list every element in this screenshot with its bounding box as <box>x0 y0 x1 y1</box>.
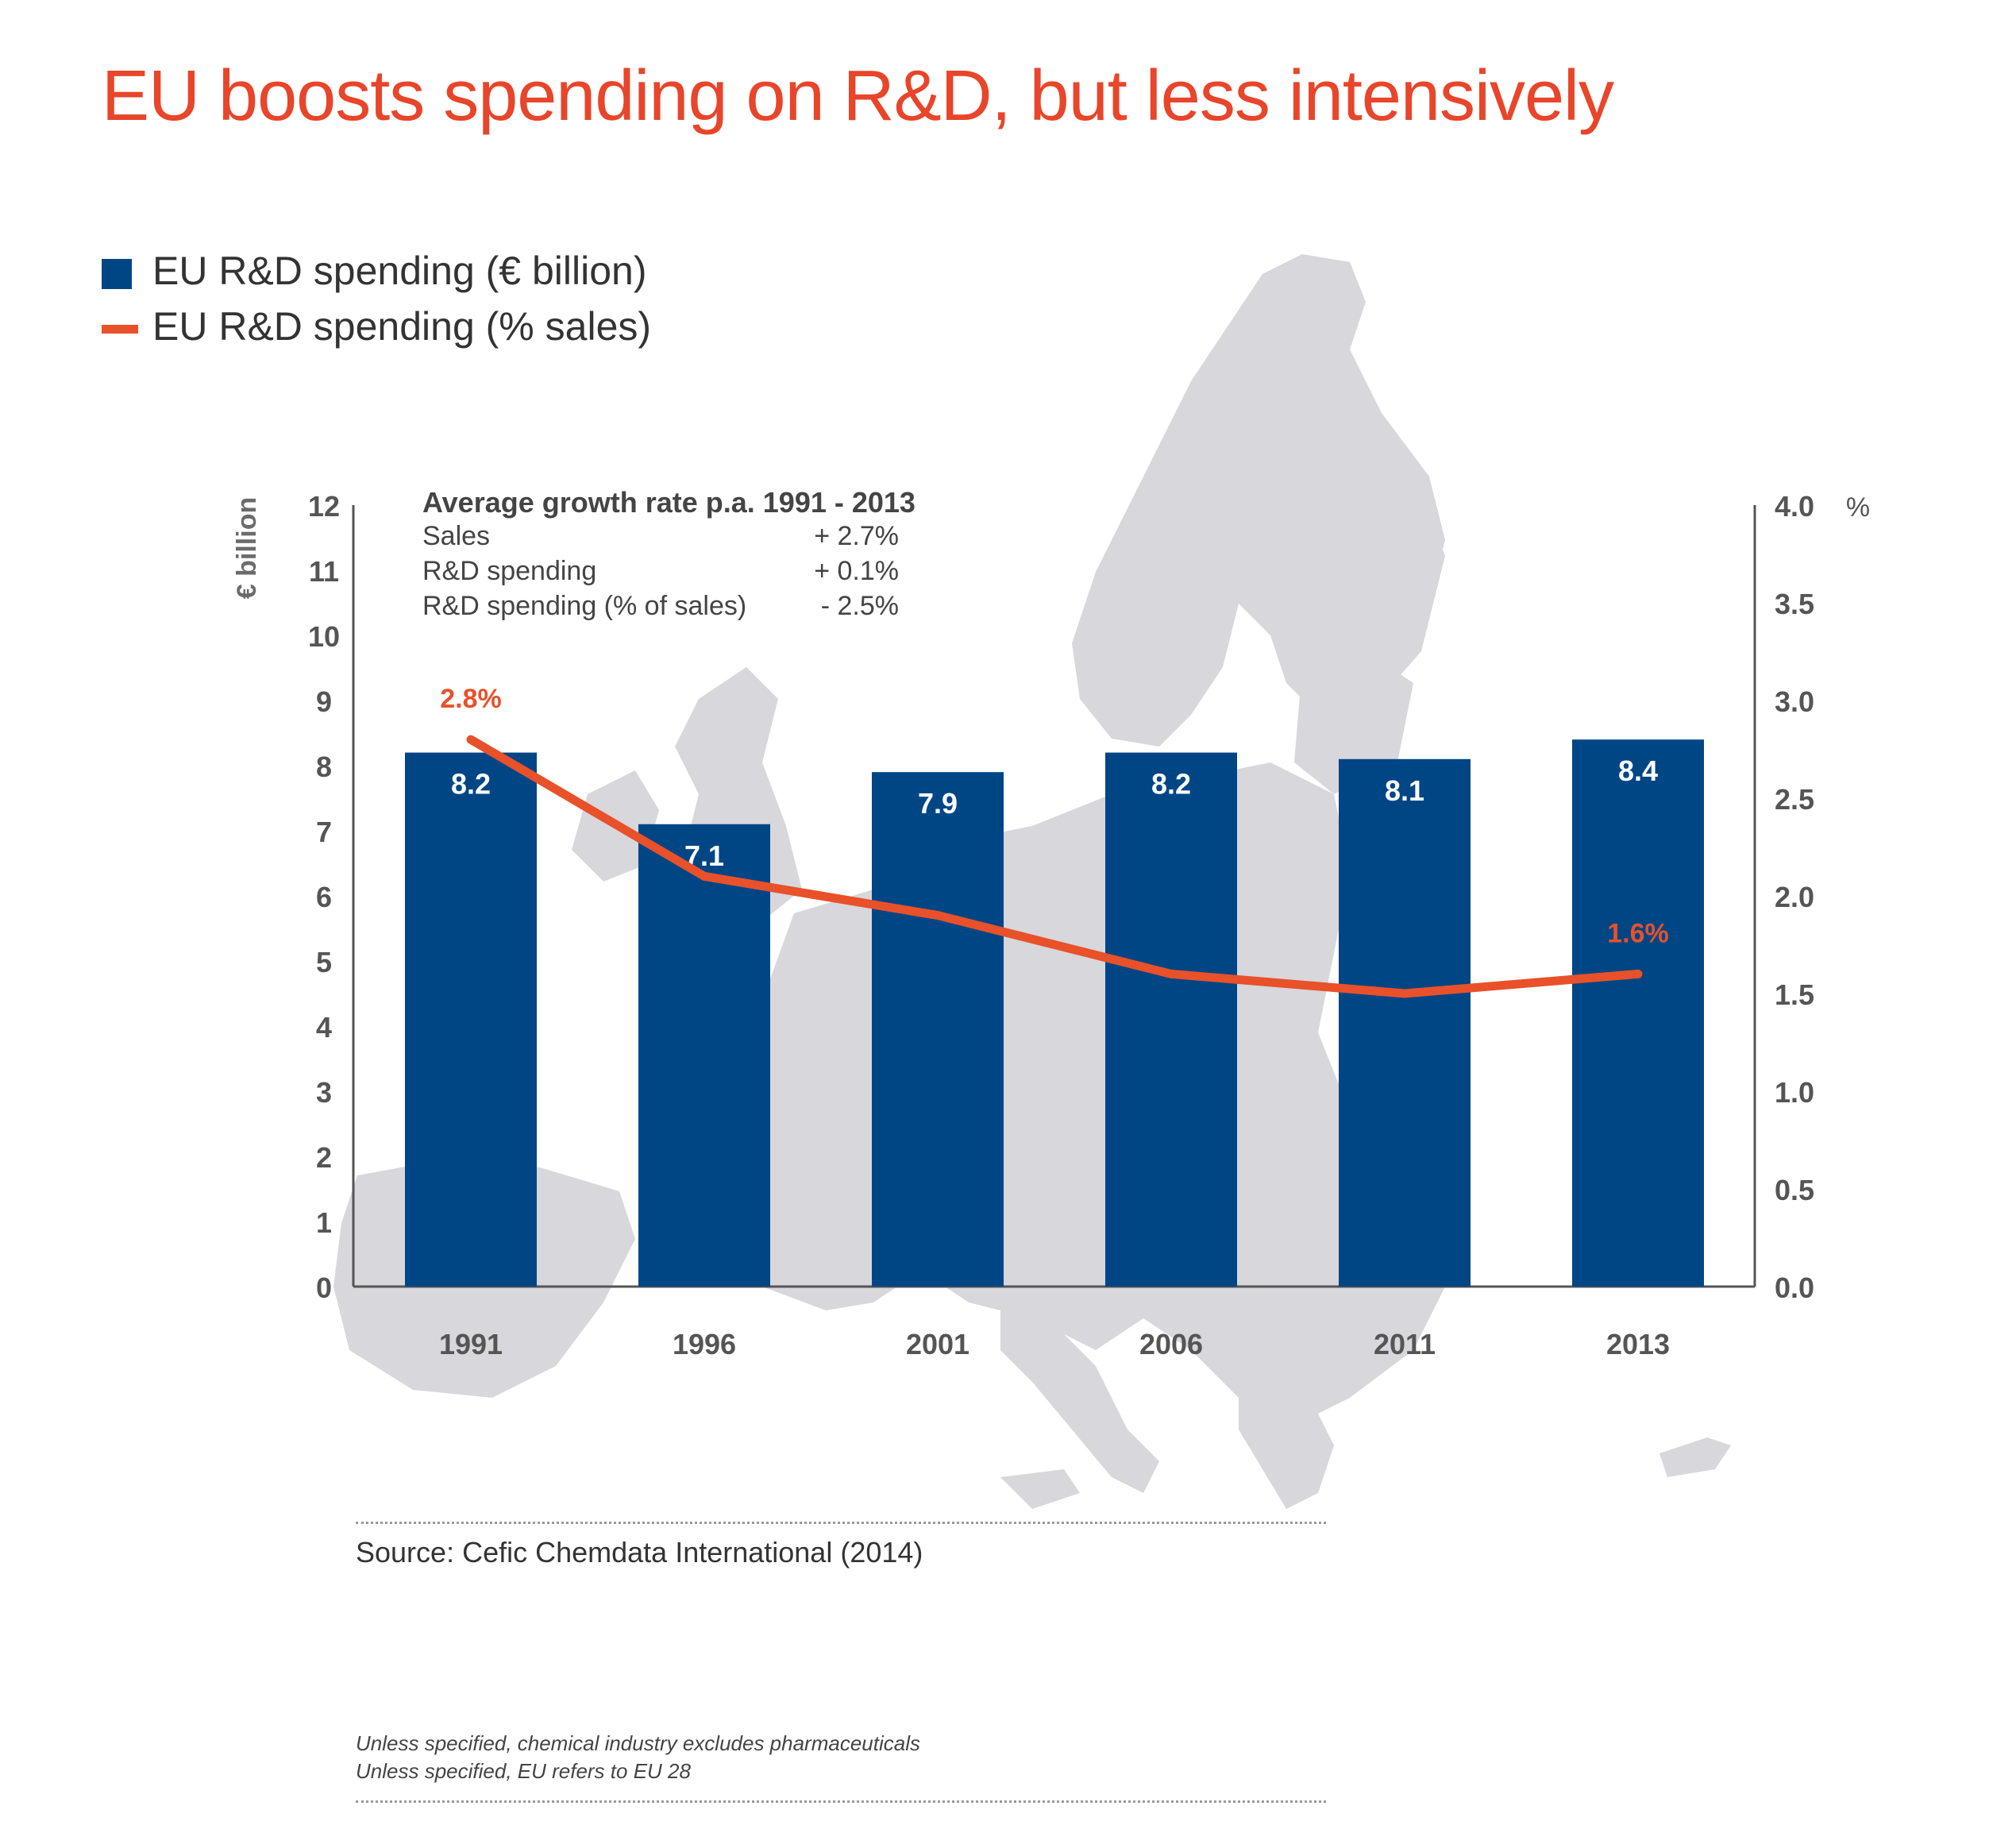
left-axis-tick-label: 1 <box>316 1206 332 1239</box>
line-point <box>1634 970 1642 978</box>
legend-item-line: EU R&D spending (% sales) <box>102 303 651 349</box>
bar-series: 8.27.17.98.2 8.18.4 <box>405 739 1704 1287</box>
line-value-label: 2.8% <box>440 684 502 714</box>
growth-row-label: R&D spending <box>422 556 596 586</box>
right-axis-tick-label: 2.5 <box>1775 783 1814 816</box>
line-series-path <box>466 735 1643 998</box>
x-axis-tick-label: 2006 <box>1139 1328 1203 1360</box>
line-point <box>700 872 708 881</box>
line-point <box>1401 990 1409 997</box>
legend-line-swatch <box>102 325 138 334</box>
left-axis-tick-label: 12 <box>308 490 340 523</box>
left-axis-tick-label: 11 <box>309 555 339 588</box>
footnote: Unless specified, EU refers to EU 28 <box>356 1759 691 1783</box>
left-axis-tick-label: 4 <box>316 1011 332 1044</box>
bar <box>1339 758 1471 1287</box>
right-axis-ticks: 0.0 0.5 1.0 1.5 2.0 2.5 3.0 3.5 4.0 <box>1775 490 1814 1304</box>
divider-bottom <box>356 1800 1326 1803</box>
left-axis-label: € billion <box>232 497 262 599</box>
line-point <box>934 911 942 920</box>
growth-row-value: + 2.7% <box>814 521 899 551</box>
source-note: Source: Cefic Chemdata International (20… <box>356 1536 923 1569</box>
left-axis: € billion <box>232 497 355 1287</box>
growth-rate-box: Average growth rate p.a. 1991 - 2013 Sal… <box>422 486 915 621</box>
right-axis-label: % <box>1846 492 1870 523</box>
x-axis-tick-label: 1996 <box>673 1328 736 1360</box>
bar-value-label: 8.4 <box>1618 754 1658 787</box>
growth-row-label: R&D spending (% of sales) <box>422 591 746 621</box>
left-axis-tick-label: 5 <box>316 946 332 978</box>
right-axis-tick-label: 1.5 <box>1775 978 1814 1011</box>
left-axis-tick-label: 0 <box>316 1271 332 1304</box>
left-axis-tick-label: 6 <box>316 881 332 913</box>
left-axis-tick-label: 7 <box>316 816 332 848</box>
line-point <box>1167 970 1175 978</box>
bar-value-label: 7.9 <box>918 787 958 820</box>
legend-item-bar: EU R&D spending (€ billion) <box>102 248 647 294</box>
x-axis-tick-label: 2011 <box>1374 1328 1436 1360</box>
right-axis-tick-label: 2.0 <box>1775 881 1814 913</box>
right-axis-tick-label: 4.0 <box>1775 490 1814 523</box>
right-axis-tick-label: 3.5 <box>1775 588 1814 620</box>
x-axis-tick-label: 1991 <box>439 1328 503 1360</box>
chart-title: EU boosts spending on R&D, but less inte… <box>102 56 1614 136</box>
left-axis-tick-label: 8 <box>316 751 332 783</box>
left-axis-tick-label: 10 <box>308 620 340 653</box>
left-axis-tick-label: 9 <box>316 685 332 718</box>
bar-value-label: 8.2 <box>451 768 491 801</box>
europe-map-background <box>333 254 1731 1509</box>
bar <box>638 824 770 1287</box>
growth-row-label: Sales <box>422 521 490 551</box>
left-axis-tick-label: 2 <box>316 1141 332 1174</box>
growth-box-title: Average growth rate p.a. 1991 - 2013 <box>422 486 915 519</box>
right-axis-tick-label: 0.0 <box>1775 1271 1814 1304</box>
bar <box>872 772 1004 1287</box>
x-axis-tick-label: 2013 <box>1606 1328 1670 1360</box>
footnote: Unless specified, chemical industry excl… <box>356 1731 920 1755</box>
bar-value-label: 8.1 <box>1385 774 1424 807</box>
right-axis-tick-label: 1.0 <box>1775 1076 1814 1109</box>
x-axis-tick-label: 2001 <box>906 1328 969 1360</box>
bar <box>1105 752 1237 1287</box>
line-series: 2.8% 1.6% <box>440 684 1669 998</box>
legend-bar-swatch <box>102 258 132 289</box>
line-point <box>467 735 475 744</box>
bar <box>405 752 537 1287</box>
growth-row-value: - 2.5% <box>821 591 899 621</box>
legend-bar-label: EU R&D spending (€ billion) <box>152 249 647 293</box>
line-value-label: 1.6% <box>1607 918 1669 948</box>
bar <box>1572 739 1704 1287</box>
right-axis-tick-label: 0.5 <box>1775 1174 1814 1206</box>
divider-top <box>356 1522 1326 1524</box>
legend-line-label: EU R&D spending (% sales) <box>152 304 652 349</box>
left-axis-tick-label: 3 <box>316 1076 332 1109</box>
bar-value-label: 8.2 <box>1151 768 1191 801</box>
right-axis-tick-label: 3.0 <box>1775 685 1814 718</box>
right-axis: % <box>1753 492 1870 1287</box>
x-axis-ticks: 1991 1996 2001 2006 2011 2013 <box>439 1328 1670 1360</box>
growth-row-value: + 0.1% <box>814 556 899 586</box>
